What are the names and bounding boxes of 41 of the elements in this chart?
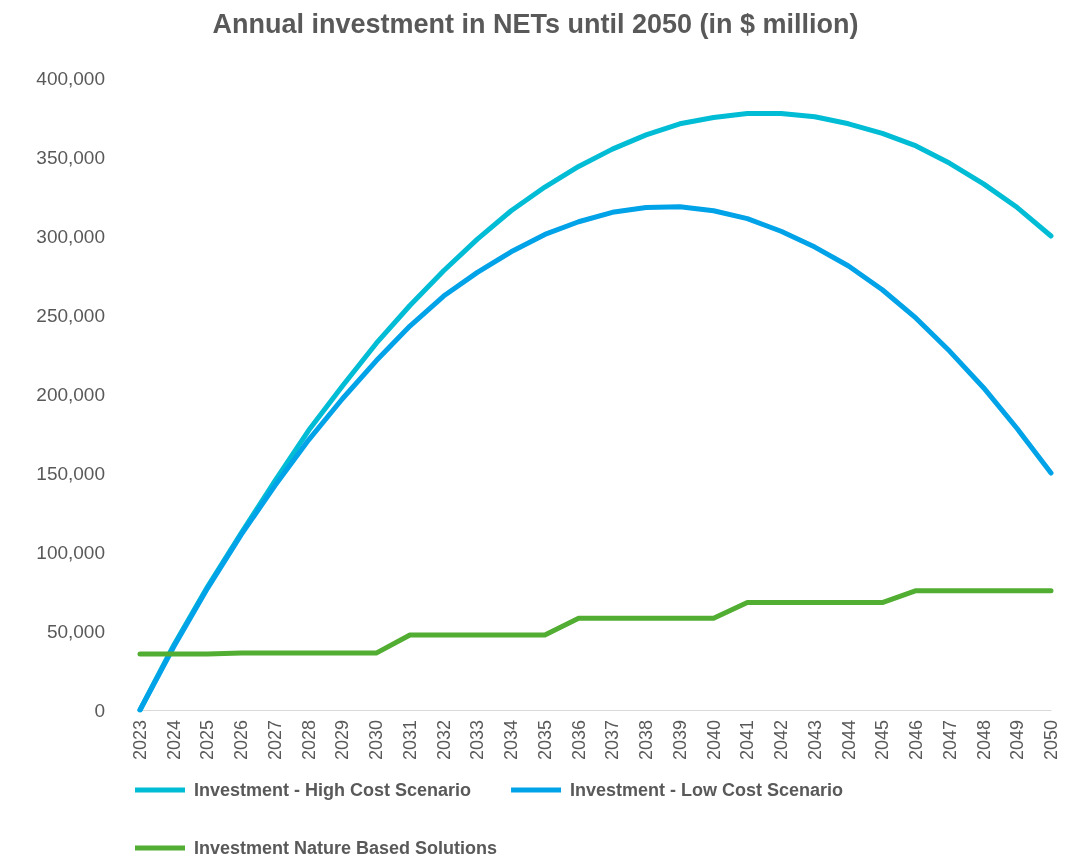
x-tick-label: 2023 [130,720,150,761]
x-tick-label: 2030 [366,720,387,761]
x-tick-label: 2031 [399,720,420,761]
x-tick-label: 2047 [939,720,960,761]
x-tick-label: 2029 [332,720,353,761]
y-tick-label: 100,000 [36,541,105,563]
y-tick-label: 200,000 [36,383,105,405]
y-tick-label: 400,000 [36,67,105,89]
x-tick-label: 2028 [298,720,319,761]
legend-label: Investment - Low Cost Scenario [570,780,844,800]
y-tick-label: 0 [94,699,105,721]
x-tick-label: 2036 [568,720,589,761]
y-tick-label: 250,000 [36,304,105,326]
x-tick-label: 2046 [906,720,927,761]
x-tick-label: 2026 [231,720,252,761]
x-tick-label: 2035 [534,720,555,761]
x-tick-label: 2041 [737,720,758,761]
x-tick-label: 2050 [1041,720,1061,761]
legend-label: Investment Nature Based Solutions [194,838,498,858]
x-tick-label: 2025 [197,720,218,761]
legend-label: Investment - High Cost Scenario [194,780,472,800]
y-tick-label: 50,000 [46,620,105,642]
x-tick-label: 2034 [501,720,522,761]
x-tick-label: 2043 [804,720,825,761]
x-tick-label: 2040 [703,720,724,761]
x-tick-label: 2038 [636,720,657,761]
x-tick-label: 2027 [264,720,285,761]
x-tick-label: 2048 [973,720,994,761]
x-tick-label: 2045 [872,720,893,761]
x-tick-label: 2033 [467,720,488,761]
x-tick-label: 2024 [163,720,184,761]
x-tick-label: 2044 [838,720,859,761]
x-tick-label: 2042 [771,720,792,761]
x-tick-label: 2032 [433,720,454,761]
x-tick-label: 2039 [669,720,690,761]
y-tick-label: 300,000 [36,225,105,247]
x-tick-label: 2049 [1007,720,1028,761]
y-tick-label: 150,000 [36,462,105,484]
x-tick-label: 2037 [602,720,623,761]
y-tick-label: 350,000 [36,146,105,168]
chart-title: Annual investment in NETs until 2050 (in $ million) [212,8,859,39]
